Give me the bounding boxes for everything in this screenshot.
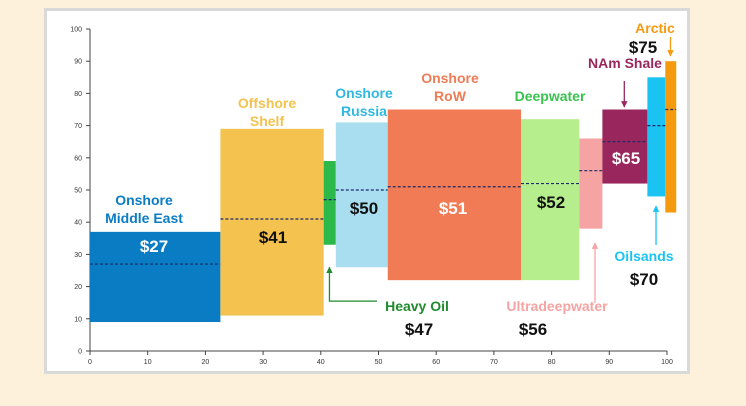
bar-nam-shale: [602, 109, 648, 184]
bar-onshore-middle-east: [90, 231, 221, 323]
value-label: $70: [630, 270, 658, 289]
y-tick-label: 60: [74, 155, 82, 162]
value-label: $65: [612, 149, 640, 168]
bar-onshore-russia: [335, 122, 388, 268]
category-label: Onshore Russia: [335, 85, 393, 119]
x-tick-label: 70: [490, 359, 498, 366]
category-label: Oilsands: [614, 248, 673, 264]
bar-onshore-row: [387, 109, 522, 281]
value-label: $27: [140, 237, 168, 256]
x-tick-label: 90: [605, 359, 613, 366]
y-tick-label: 90: [74, 59, 82, 66]
x-tick-label: 20: [202, 359, 210, 366]
value-label: $75: [629, 38, 657, 57]
bar-arctic: [665, 61, 677, 213]
bar-oilsands: [647, 77, 666, 197]
x-tick-label: 0: [88, 359, 92, 366]
y-tick-label: 80: [74, 91, 82, 98]
category-label: Onshore Middle East: [105, 192, 183, 226]
bar-ultradeepwater: [579, 138, 603, 229]
y-tick-label: 50: [74, 188, 82, 195]
category-label: Offshore Shelf: [238, 95, 297, 129]
value-label: $51: [439, 199, 467, 218]
bar-heavy-oil: [323, 161, 336, 245]
y-tick-label: 20: [74, 284, 82, 291]
x-tick-label: 30: [259, 359, 267, 366]
y-tick-label: 0: [78, 349, 82, 356]
category-label: Ultradeepwater: [506, 298, 608, 314]
value-label: $56: [519, 320, 547, 339]
value-label: $50: [350, 199, 378, 218]
chart-frame: 0 10 20 30 40 50 60 70 80 90 100 0 10 20 30 40 50 60 70 80 9…: [44, 8, 690, 374]
category-label: NAm Shale: [588, 55, 662, 71]
x-tick-label: 10: [144, 359, 152, 366]
category-label: Arctic: [635, 20, 675, 36]
value-label: $47: [405, 320, 433, 339]
heavy-oil-arrow: [326, 266, 377, 302]
category-label: Heavy Oil: [385, 298, 449, 314]
breakeven-chart: 0 10 20 30 40 50 60 70 80 90 100 0 10 20 30 40 50 60 70 80 9…: [70, 20, 677, 366]
x-tick-label: 40: [317, 359, 325, 366]
bar-deepwater: [521, 119, 580, 281]
y-tick-label: 30: [74, 252, 82, 259]
x-tick-label: 80: [548, 359, 556, 366]
y-tick-label: 100: [70, 27, 82, 34]
x-tick-label: 60: [432, 359, 440, 366]
y-tick-label: 10: [74, 316, 82, 323]
x-tick-label: 50: [375, 359, 383, 366]
x-tick-label: 100: [661, 359, 673, 366]
category-label: Onshore RoW: [421, 70, 479, 104]
y-tick-label: 40: [74, 220, 82, 227]
bar-offshore-shelf: [220, 128, 324, 316]
value-label: $41: [259, 228, 287, 247]
category-label: Deepwater: [515, 88, 586, 104]
value-label: $52: [537, 193, 565, 212]
y-tick-label: 70: [74, 123, 82, 130]
